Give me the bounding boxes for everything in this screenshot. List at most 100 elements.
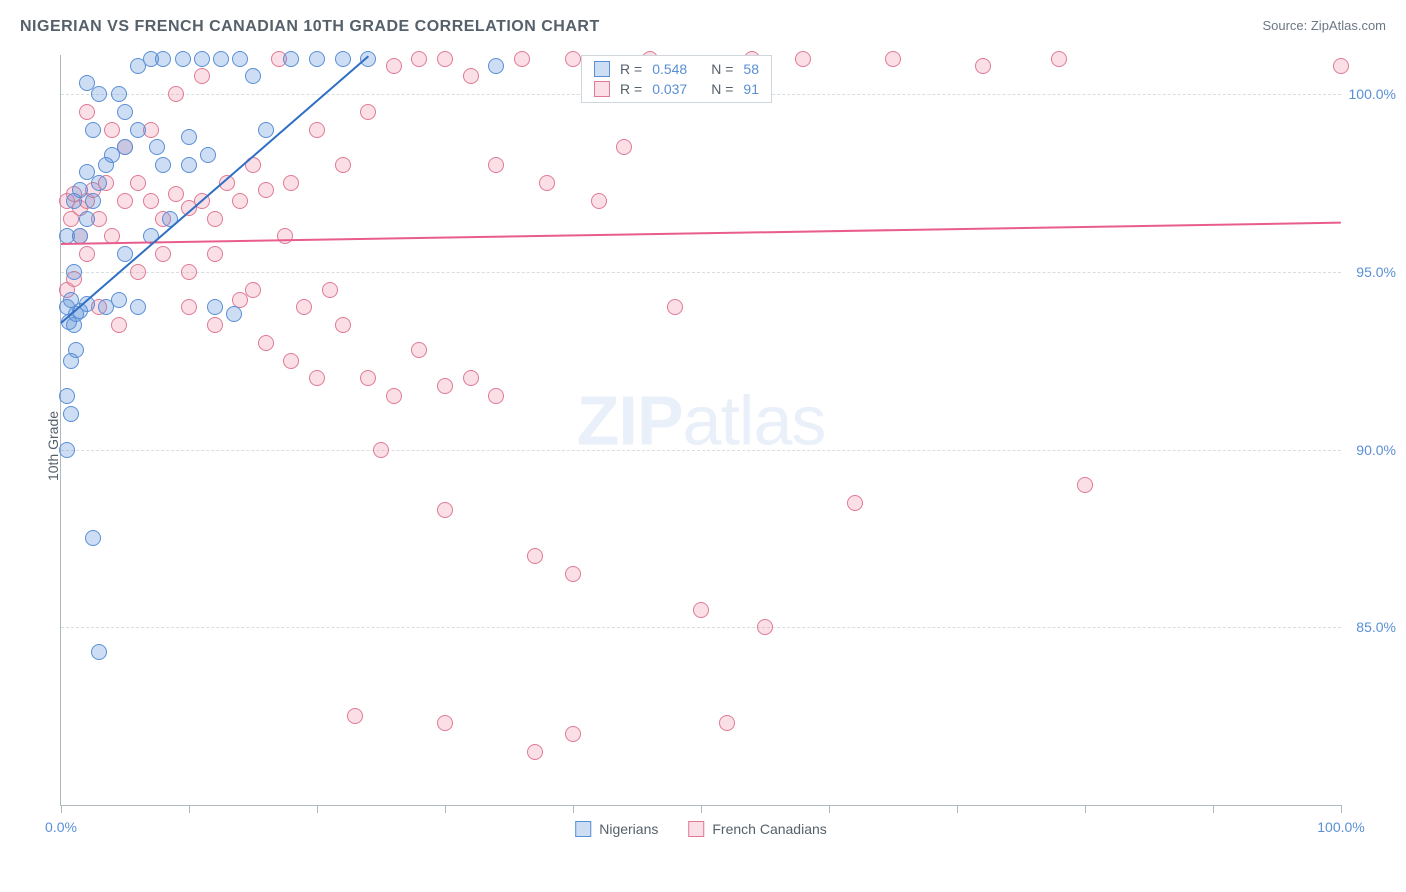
scatter-point xyxy=(130,122,146,138)
scatter-point xyxy=(411,342,427,358)
scatter-point xyxy=(181,264,197,280)
legend-row: R = 0.037 N = 91 xyxy=(582,79,771,99)
scatter-point xyxy=(258,335,274,351)
scatter-point xyxy=(91,86,107,102)
scatter-point xyxy=(181,129,197,145)
scatter-point xyxy=(104,122,120,138)
scatter-point xyxy=(719,715,735,731)
x-tick xyxy=(573,805,574,813)
scatter-point xyxy=(85,193,101,209)
scatter-point xyxy=(309,122,325,138)
scatter-point xyxy=(527,548,543,564)
scatter-point xyxy=(181,157,197,173)
scatter-point xyxy=(296,299,312,315)
scatter-point xyxy=(245,68,261,84)
x-tick xyxy=(1213,805,1214,813)
scatter-point xyxy=(1333,58,1349,74)
scatter-point xyxy=(168,86,184,102)
scatter-point xyxy=(63,211,79,227)
legend-r-label: R = xyxy=(620,81,642,97)
scatter-point xyxy=(117,193,133,209)
legend-n-value: 91 xyxy=(743,81,759,97)
scatter-point xyxy=(226,306,242,322)
legend-n-label: N = xyxy=(711,81,733,97)
scatter-point xyxy=(565,51,581,67)
scatter-point xyxy=(130,175,146,191)
legend-n-value: 58 xyxy=(743,61,759,77)
scatter-point xyxy=(245,282,261,298)
x-tick xyxy=(61,805,62,813)
gridline xyxy=(61,272,1341,273)
scatter-point xyxy=(59,388,75,404)
x-tick xyxy=(1341,805,1342,813)
scatter-point xyxy=(847,495,863,511)
y-tick-label: 95.0% xyxy=(1356,264,1396,280)
scatter-point xyxy=(322,282,338,298)
scatter-point xyxy=(283,51,299,67)
scatter-point xyxy=(213,51,229,67)
scatter-point xyxy=(85,530,101,546)
scatter-point xyxy=(258,182,274,198)
y-tick-label: 85.0% xyxy=(1356,619,1396,635)
gridline xyxy=(61,450,1341,451)
scatter-point xyxy=(335,51,351,67)
scatter-point xyxy=(309,370,325,386)
x-tick xyxy=(1085,805,1086,813)
scatter-point xyxy=(437,378,453,394)
scatter-point xyxy=(232,51,248,67)
scatter-point xyxy=(488,388,504,404)
scatter-point xyxy=(360,104,376,120)
scatter-point xyxy=(63,406,79,422)
scatter-point xyxy=(194,68,210,84)
scatter-point xyxy=(79,104,95,120)
scatter-point xyxy=(527,744,543,760)
legend-swatch xyxy=(594,81,610,97)
legend-label: French Canadians xyxy=(712,821,826,837)
scatter-point xyxy=(117,139,133,155)
scatter-point xyxy=(616,139,632,155)
scatter-point xyxy=(757,619,773,635)
scatter-point xyxy=(335,317,351,333)
scatter-point xyxy=(91,175,107,191)
x-tick-label: 0.0% xyxy=(45,819,77,835)
scatter-point xyxy=(168,186,184,202)
scatter-point xyxy=(155,246,171,262)
legend-r-value: 0.037 xyxy=(652,81,687,97)
scatter-point xyxy=(463,370,479,386)
scatter-point xyxy=(488,157,504,173)
scatter-point xyxy=(347,708,363,724)
scatter-point xyxy=(437,502,453,518)
scatter-point xyxy=(68,342,84,358)
gridline xyxy=(61,627,1341,628)
correlation-legend: R =0.548N =58R =0.037N =91 xyxy=(581,55,772,103)
legend-item: French Canadians xyxy=(688,821,826,837)
scatter-point xyxy=(514,51,530,67)
scatter-point xyxy=(79,75,95,91)
x-tick xyxy=(829,805,830,813)
scatter-point xyxy=(975,58,991,74)
scatter-point xyxy=(155,157,171,173)
scatter-point xyxy=(591,193,607,209)
scatter-point xyxy=(207,246,223,262)
scatter-point xyxy=(111,86,127,102)
scatter-point xyxy=(143,193,159,209)
x-tick xyxy=(701,805,702,813)
scatter-point xyxy=(258,122,274,138)
scatter-point xyxy=(565,566,581,582)
scatter-point xyxy=(85,122,101,138)
scatter-point xyxy=(79,164,95,180)
scatter-point xyxy=(1051,51,1067,67)
scatter-point xyxy=(91,644,107,660)
scatter-point xyxy=(149,139,165,155)
scatter-point xyxy=(539,175,555,191)
legend-item: Nigerians xyxy=(575,821,658,837)
scatter-point xyxy=(437,715,453,731)
scatter-point xyxy=(693,602,709,618)
scatter-point xyxy=(488,58,504,74)
scatter-point xyxy=(795,51,811,67)
scatter-point xyxy=(437,51,453,67)
scatter-plot-area: ZIPatlas R =0.548N =58R =0.037N =91 Nige… xyxy=(60,55,1341,806)
scatter-point xyxy=(309,51,325,67)
x-tick xyxy=(189,805,190,813)
series-legend: Nigerians French Canadians xyxy=(575,821,827,837)
